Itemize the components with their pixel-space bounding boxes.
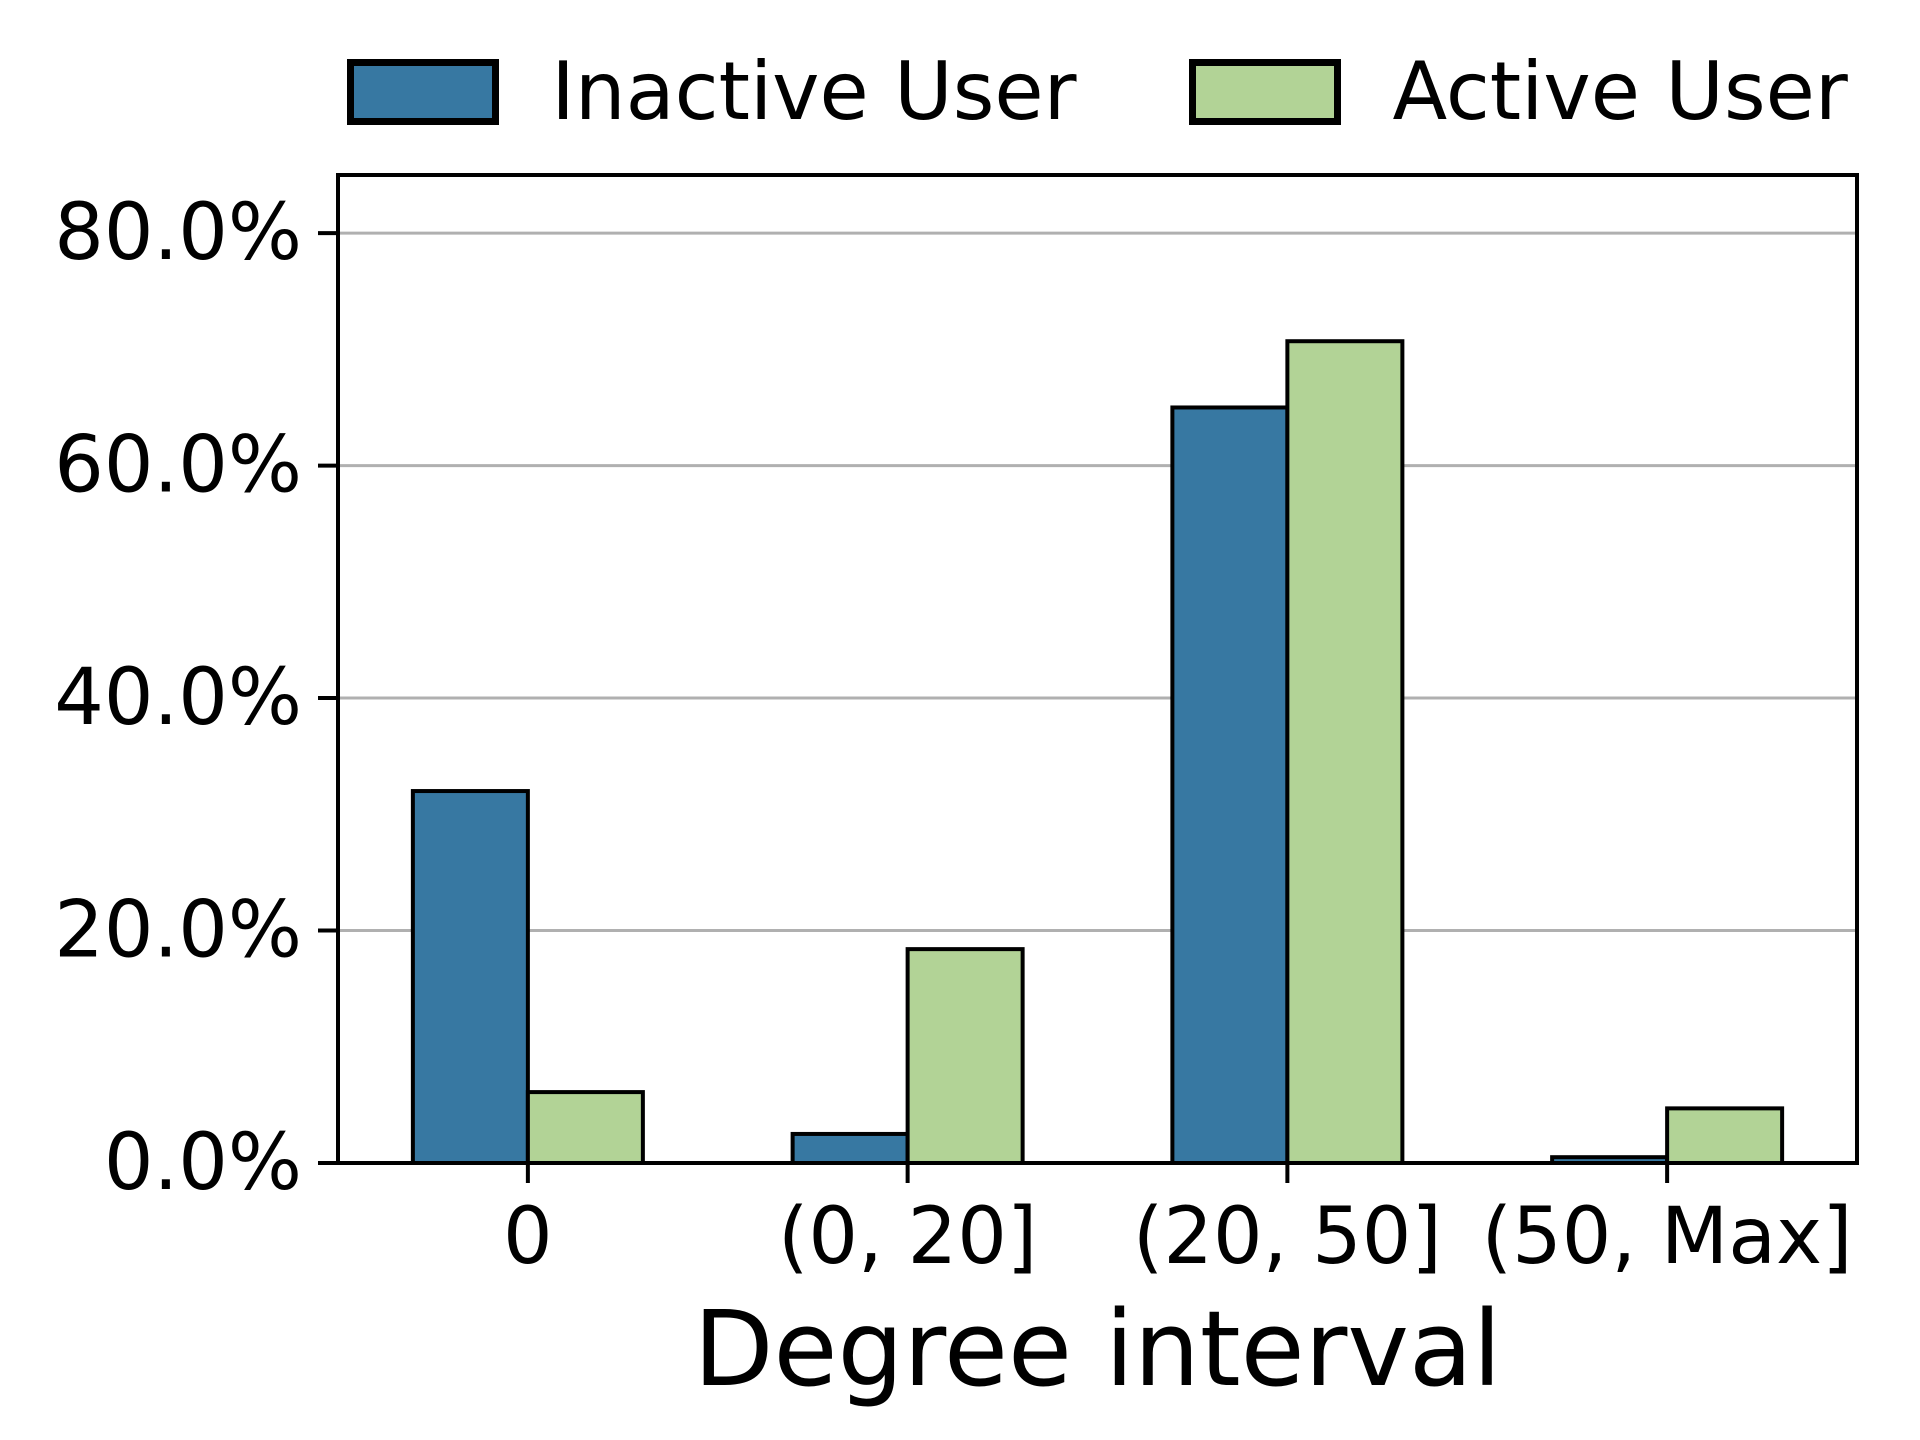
chart-legend: Inactive User Active User — [338, 52, 1857, 132]
bar-active-user-3 — [1665, 1106, 1785, 1165]
legend-label-inactive-user: Inactive User — [551, 45, 1077, 138]
bar-active-user-0 — [525, 1090, 645, 1165]
bar-inactive-user-0 — [410, 789, 530, 1165]
bar-inactive-user-1 — [790, 1131, 910, 1165]
x-axis-label: Degree interval — [693, 1288, 1501, 1410]
legend-swatch-active-user-icon — [1188, 59, 1341, 125]
y-tick-label: 80.0% — [54, 188, 302, 278]
bar-inactive-user-2 — [1170, 405, 1290, 1165]
axes-frame — [336, 173, 1859, 1165]
bar-active-user-1 — [905, 947, 1025, 1166]
x-tick-label: (50, Max] — [1482, 1192, 1853, 1282]
x-tick-label: (0, 20] — [778, 1192, 1037, 1282]
legend-swatch-inactive-user-icon — [347, 59, 500, 125]
y-tick-label: 20.0% — [54, 886, 302, 976]
bar-active-user-2 — [1285, 339, 1405, 1165]
y-tick-label: 40.0% — [54, 653, 302, 743]
y-tick-label: 60.0% — [54, 421, 302, 511]
x-tick-label: 0 — [503, 1192, 553, 1282]
x-tick-label: (20, 50] — [1133, 1192, 1442, 1282]
legend-label-active-user: Active User — [1392, 45, 1848, 138]
legend-item-active-user: Active User — [1188, 45, 1848, 138]
y-tick-label: 0.0% — [104, 1118, 302, 1208]
legend-item-inactive-user: Inactive User — [347, 45, 1077, 138]
